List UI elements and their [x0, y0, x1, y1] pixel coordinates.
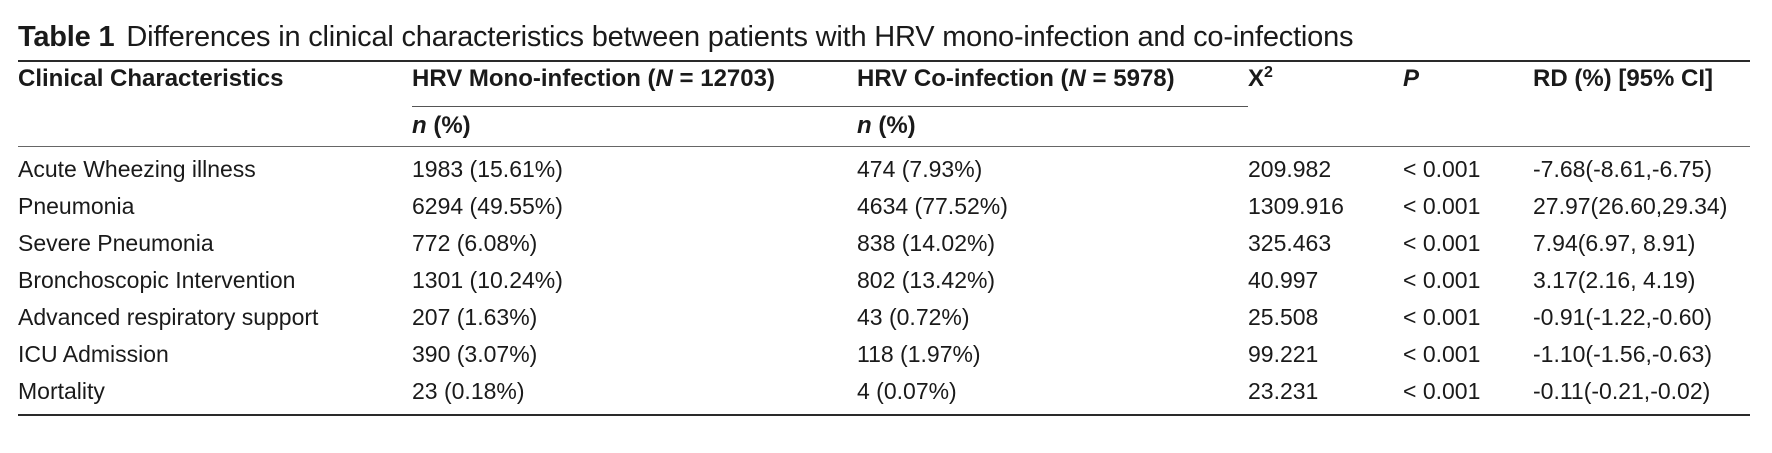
row-label: Bronchoscopic Intervention [18, 267, 296, 293]
row-rd: -0.11(-0.21,-0.02) [1533, 378, 1711, 404]
header-co-infection: HRV Co-infection (N = 5978) [857, 64, 1175, 94]
row-co: 4 (0.07%) [857, 378, 957, 404]
subheader-mono-n: n [412, 112, 427, 139]
row-p: < 0.001 [1403, 378, 1481, 404]
row-x2: 23.231 [1248, 378, 1319, 404]
row-mono: 772 (6.08%) [412, 230, 538, 256]
header-chi-base: X [1248, 65, 1265, 92]
row-p: < 0.001 [1403, 304, 1481, 330]
row-p: < 0.001 [1403, 341, 1481, 367]
row-rd: 27.97(26.60,29.34) [1533, 193, 1728, 219]
header-co-suffix: = 5978) [1085, 65, 1175, 92]
header-mono-n: N [655, 65, 673, 92]
row-mono: 1983 (15.61%) [412, 156, 563, 182]
subheader-mono-n-pct: n (%) [412, 111, 471, 141]
table-container: Table 1 Differences in clinical character… [18, 18, 1750, 416]
table-title: Differences in clinical characteristics … [126, 21, 1354, 53]
row-mono: 390 (3.07%) [412, 341, 538, 367]
header-co-prefix: HRV Co-infection ( [857, 65, 1069, 92]
row-x2: 99.221 [1248, 341, 1319, 367]
row-label: Advanced respiratory support [18, 304, 319, 330]
table-caption: Table 1 Differences in clinical character… [18, 18, 1750, 56]
header-risk-difference: RD (%) [95% CI] [1533, 65, 1714, 92]
row-p: < 0.001 [1403, 230, 1481, 256]
row-rd: -1.10(-1.56,-0.63) [1533, 341, 1712, 367]
row-co: 838 (14.02%) [857, 230, 996, 256]
header-chi-sup: 2 [1264, 64, 1273, 81]
top-rule [18, 60, 1750, 62]
row-p: < 0.001 [1403, 267, 1481, 293]
row-co: 474 (7.93%) [857, 156, 983, 182]
row-mono: 6294 (49.55%) [412, 193, 563, 219]
row-mono: 1301 (10.24%) [412, 267, 563, 293]
row-label: Acute Wheezing illness [18, 156, 256, 182]
header-p-label: P [1403, 65, 1420, 92]
row-p: < 0.001 [1403, 156, 1481, 182]
header-mono-infection: HRV Mono-infection (N = 12703) [412, 64, 775, 94]
subheader-mono-pct: (%) [426, 112, 471, 139]
row-rd: 3.17(2.16, 4.19) [1533, 267, 1696, 293]
row-rd: 7.94(6.97, 8.91) [1533, 230, 1696, 256]
row-mono: 23 (0.18%) [412, 378, 525, 404]
header-span-rule [412, 106, 1248, 107]
header-chi-square: X2 [1248, 64, 1273, 94]
row-label: Severe Pneumonia [18, 230, 214, 256]
subheader-co-n: n [857, 112, 872, 139]
row-co: 802 (13.42%) [857, 267, 996, 293]
bottom-rule [18, 414, 1750, 416]
header-co-n: N [1068, 65, 1086, 92]
row-co: 4634 (77.52%) [857, 193, 1008, 219]
header-p-value: P [1403, 64, 1419, 94]
row-co: 118 (1.97%) [857, 341, 981, 367]
row-label: Pneumonia [18, 193, 135, 219]
row-rd: -0.91(-1.22,-0.60) [1533, 304, 1712, 330]
header-clinical-characteristics: Clinical Characteristics [18, 65, 284, 92]
subheader-co-pct: (%) [871, 112, 916, 139]
header-mono-suffix: = 12703) [672, 65, 775, 92]
row-label: Mortality [18, 378, 105, 404]
header-bottom-rule [18, 146, 1750, 147]
row-rd: -7.68(-8.61,-6.75) [1533, 156, 1712, 182]
row-x2: 1309.916 [1248, 193, 1344, 219]
row-x2: 40.997 [1248, 267, 1319, 293]
row-p: < 0.001 [1403, 193, 1481, 219]
row-x2: 209.982 [1248, 156, 1332, 182]
row-mono: 207 (1.63%) [412, 304, 538, 330]
row-x2: 25.508 [1248, 304, 1319, 330]
row-x2: 325.463 [1248, 230, 1332, 256]
row-co: 43 (0.72%) [857, 304, 970, 330]
subheader-co-n-pct: n (%) [857, 111, 916, 141]
row-label: ICU Admission [18, 341, 169, 367]
table-label: Table 1 [18, 21, 115, 53]
header-mono-prefix: HRV Mono-infection ( [412, 65, 656, 92]
